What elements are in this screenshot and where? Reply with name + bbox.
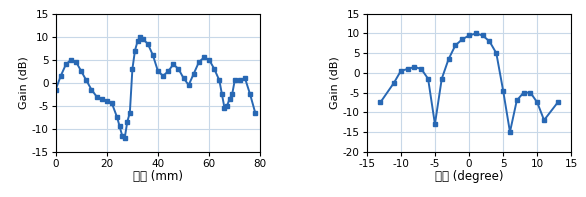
Y-axis label: Gain (dB): Gain (dB) <box>19 56 29 109</box>
Y-axis label: Gain (dB): Gain (dB) <box>330 56 340 109</box>
X-axis label: 각도 (degree): 각도 (degree) <box>435 170 503 183</box>
X-axis label: 거리 (mm): 거리 (mm) <box>133 170 183 183</box>
